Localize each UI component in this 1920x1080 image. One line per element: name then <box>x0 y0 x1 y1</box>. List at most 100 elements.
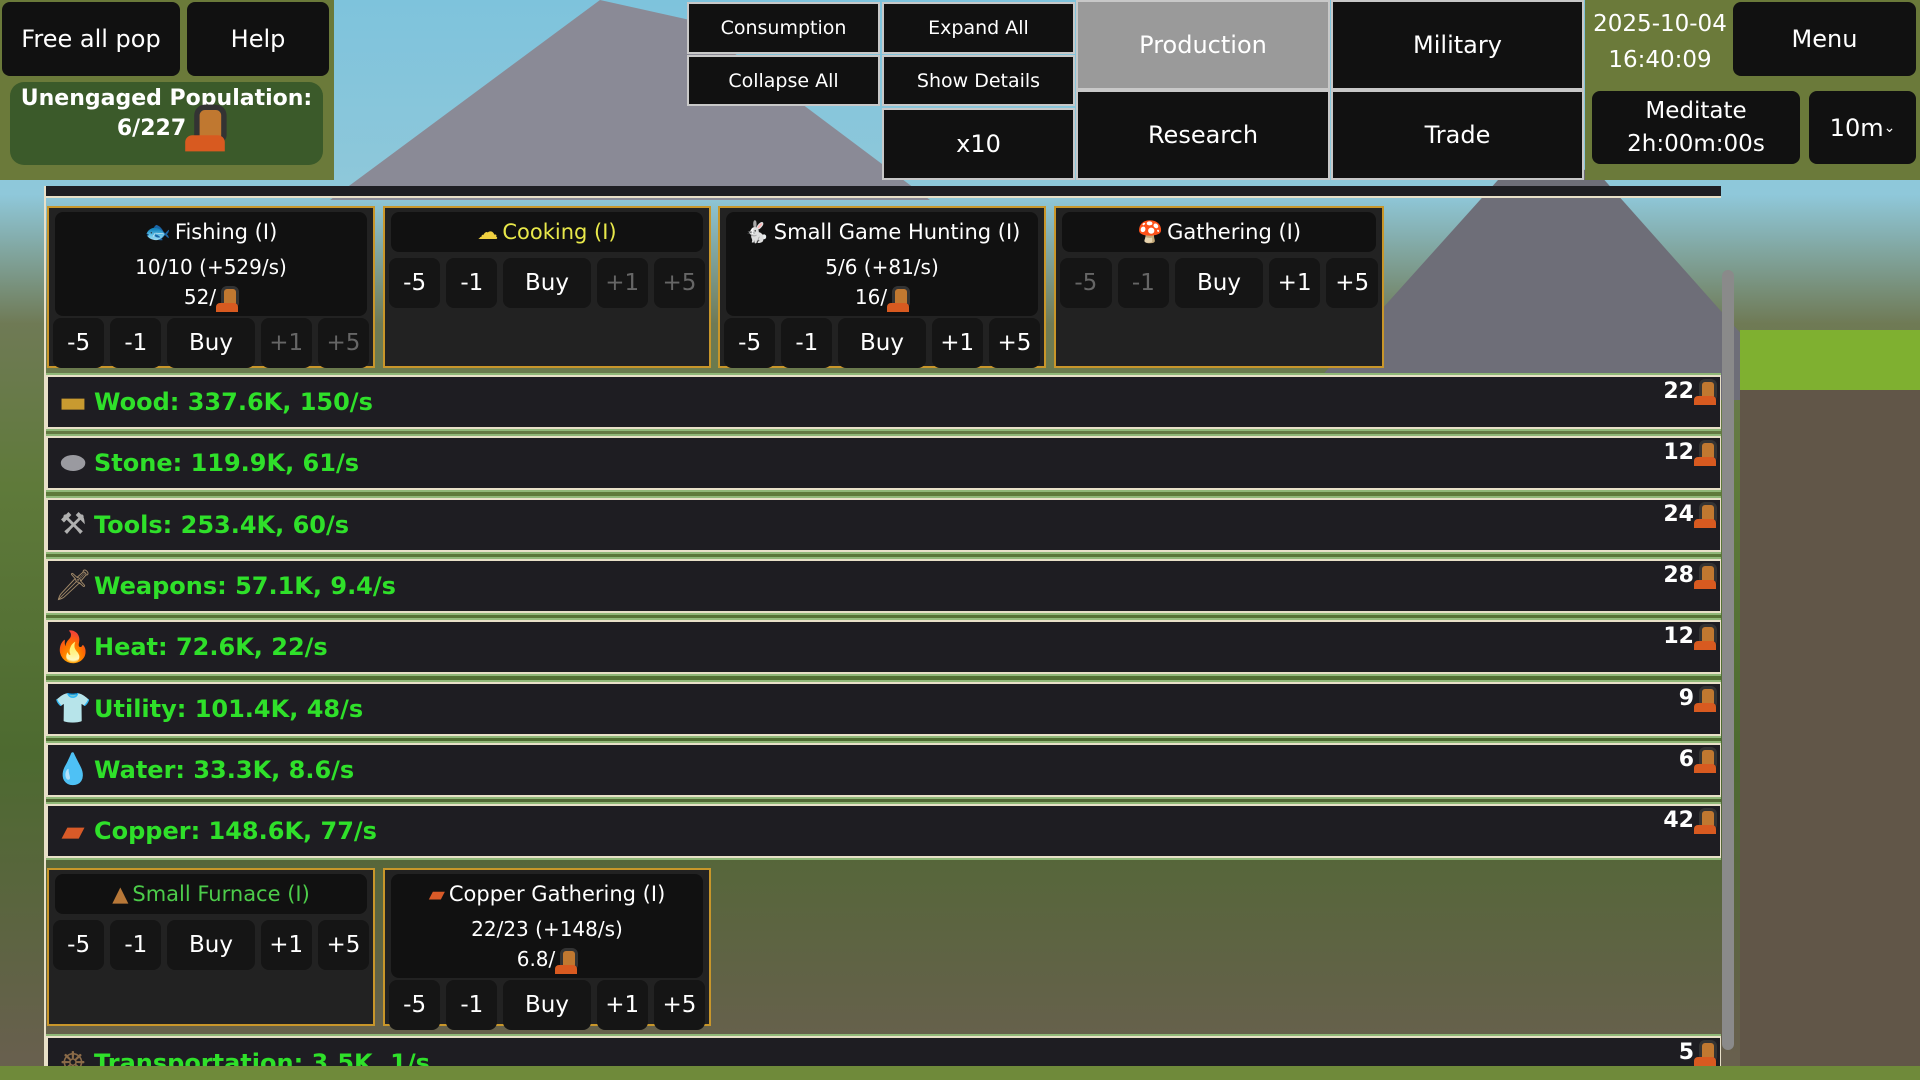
resource-row[interactable]: ▰ Copper: 148.6K, 77/s 42 <box>46 802 1721 861</box>
tab-production[interactable]: Production <box>1076 0 1330 90</box>
resource-icon-wrap: ▰ <box>52 811 94 851</box>
help-button[interactable]: Help <box>187 2 329 76</box>
card-header: 🐇 Small Game Hunting (I) 5/6 (+81/s) 16/ <box>726 212 1038 316</box>
person-icon <box>1694 746 1717 773</box>
water-drop-icon: 💧 <box>54 752 92 788</box>
bottom-bar <box>0 1066 1920 1080</box>
card-header: ☁ Cooking (I) <box>391 212 703 252</box>
minus-1-button[interactable]: -1 <box>110 318 162 368</box>
minus-5-button[interactable]: -5 <box>53 318 105 368</box>
card-buttons: -5 -1 Buy +1 +5 <box>724 318 1041 368</box>
menu-button[interactable]: Menu <box>1733 2 1916 76</box>
card-buttons: -5 -1 Buy +1 +5 <box>1060 258 1378 308</box>
plus-1-button[interactable]: +1 <box>260 318 312 368</box>
plus-5-button[interactable]: +5 <box>653 258 706 308</box>
minus-1-button[interactable]: -1 <box>110 920 162 970</box>
consumption-button[interactable]: Consumption <box>687 2 880 54</box>
duration-select[interactable]: 10m ⌄ <box>1809 91 1916 164</box>
resource-row[interactable]: 💧 Water: 33.3K, 8.6/s 6 <box>46 740 1721 799</box>
plus-5-button[interactable]: +5 <box>317 318 370 368</box>
resource-workers: 9 <box>1678 685 1717 712</box>
buy-button[interactable]: Buy <box>503 980 591 1030</box>
buy-button[interactable]: Buy <box>1175 258 1263 308</box>
collapse-all-button[interactable]: Collapse All <box>687 55 880 106</box>
scrollbar[interactable] <box>1722 270 1734 1050</box>
production-panel: 🐟 Fishing (I) 10/10 (+529/s) 52/-5 -1 Buy +1 +5… <box>44 186 1721 1066</box>
resource-row[interactable]: ▬ Wood: 337.6K, 150/s 22 <box>46 373 1721 431</box>
worker-count: 42 <box>1663 808 1694 834</box>
resource-icon-wrap: 👕 <box>52 689 94 729</box>
resource-row[interactable]: ⚒ Tools: 253.4K, 60/s 24 <box>46 495 1721 554</box>
buy-button[interactable]: Buy <box>503 258 591 308</box>
cooking-icon: ☁ <box>477 220 499 244</box>
resource-row[interactable]: 🗡 Weapons: 57.1K, 9.4/s 28 <box>46 556 1721 615</box>
date-text: 2025-10-04 <box>1593 11 1727 37</box>
resource-workers: 12 <box>1663 624 1717 651</box>
plus-1-button[interactable]: +1 <box>596 258 648 308</box>
minus-5-button[interactable]: -5 <box>53 920 105 970</box>
resource-row[interactable]: ☸ Transportation: 3.5K, 1/s 5 <box>46 1034 1721 1067</box>
plus-5-button[interactable]: +5 <box>1326 258 1378 308</box>
chevron-down-icon: ⌄ <box>1883 119 1896 136</box>
free-all-pop-button[interactable]: Free all pop <box>2 2 180 76</box>
card-worker-count: 6.8/ <box>391 944 703 974</box>
minus-1-button[interactable]: -1 <box>446 980 498 1030</box>
resource-row[interactable]: 👕 Utility: 101.4K, 48/s 9 <box>46 679 1721 738</box>
buy-button[interactable]: Buy <box>167 318 255 368</box>
tab-research[interactable]: Research <box>1076 90 1330 180</box>
fire-icon: 🔥 <box>54 629 92 665</box>
building-card: ☁ Cooking (I) -5 -1 Buy +1 +5 <box>383 206 711 368</box>
resource-icon-wrap: ☸ <box>52 1043 94 1067</box>
meditate-button[interactable]: Meditate 2h:00m:00s <box>1592 91 1800 164</box>
card-title: Cooking (I) <box>502 220 617 244</box>
worker-count: 28 <box>1663 562 1694 588</box>
card-header: ▰ Copper Gathering (I) 22/23 (+148/s) 6.8/ <box>391 874 703 978</box>
furnace-icon: ▲ <box>112 882 129 906</box>
plus-1-button[interactable]: +1 <box>931 318 983 368</box>
building-card: 🍄 Gathering (I) -5 -1 Buy +1 +5 <box>1054 206 1384 368</box>
card-title-row: 🍄 Gathering (I) <box>1062 212 1376 252</box>
show-details-button[interactable]: Show Details <box>882 55 1075 106</box>
copper-bar-icon: ▰ <box>61 813 85 849</box>
plus-5-button[interactable]: +5 <box>988 318 1041 368</box>
minus-5-button[interactable]: -5 <box>1060 258 1112 308</box>
card-buttons: -5 -1 Buy +1 +5 <box>53 318 370 368</box>
time-text: 16:40:09 <box>1608 47 1712 73</box>
resource-icon-wrap: 🗡 <box>52 566 94 606</box>
card-header: ▲ Small Furnace (I) <box>55 874 367 914</box>
stone-icon: ⬬ <box>60 445 86 481</box>
resource-row[interactable]: 🔥 Heat: 72.6K, 22/s 12 <box>46 618 1721 677</box>
card-title: Fishing (I) <box>174 220 278 244</box>
plus-5-button[interactable]: +5 <box>653 980 706 1030</box>
card-title-row: 🐇 Small Game Hunting (I) <box>726 212 1038 252</box>
plus-5-button[interactable]: +5 <box>317 920 370 970</box>
tools-icon: ⚒ <box>59 507 87 543</box>
minus-5-button[interactable]: -5 <box>389 258 441 308</box>
resource-label: Heat: 72.6K, 22/s <box>94 633 328 662</box>
panel-top-bar <box>46 186 1721 198</box>
minus-1-button[interactable]: -1 <box>446 258 498 308</box>
buy-button[interactable]: Buy <box>838 318 926 368</box>
worker-count: 9 <box>1678 685 1694 711</box>
card-header: 🍄 Gathering (I) <box>1062 212 1376 252</box>
minus-1-button[interactable]: -1 <box>781 318 833 368</box>
minus-5-button[interactable]: -5 <box>389 980 441 1030</box>
copper-bar-icon: ▰ <box>428 882 445 906</box>
tab-military[interactable]: Military <box>1331 0 1584 90</box>
multiplier-button[interactable]: x10 <box>882 108 1075 180</box>
minus-5-button[interactable]: -5 <box>724 318 776 368</box>
plus-1-button[interactable]: +1 <box>596 980 648 1030</box>
person-icon <box>1694 501 1717 528</box>
minus-1-button[interactable]: -1 <box>1117 258 1170 308</box>
plus-1-button[interactable]: +1 <box>260 920 312 970</box>
expand-all-button[interactable]: Expand All <box>882 2 1075 54</box>
person-icon <box>1694 440 1717 467</box>
buy-button[interactable]: Buy <box>167 920 255 970</box>
card-buttons: -5 -1 Buy +1 +5 <box>53 920 370 970</box>
resource-row[interactable]: ⬬ Stone: 119.9K, 61/s 12 <box>46 434 1721 493</box>
resource-label: Stone: 119.9K, 61/s <box>94 449 359 478</box>
card-title-row: ▰ Copper Gathering (I) <box>391 874 703 914</box>
plus-1-button[interactable]: +1 <box>1268 258 1321 308</box>
person-icon <box>555 947 579 974</box>
tab-trade[interactable]: Trade <box>1331 90 1584 180</box>
